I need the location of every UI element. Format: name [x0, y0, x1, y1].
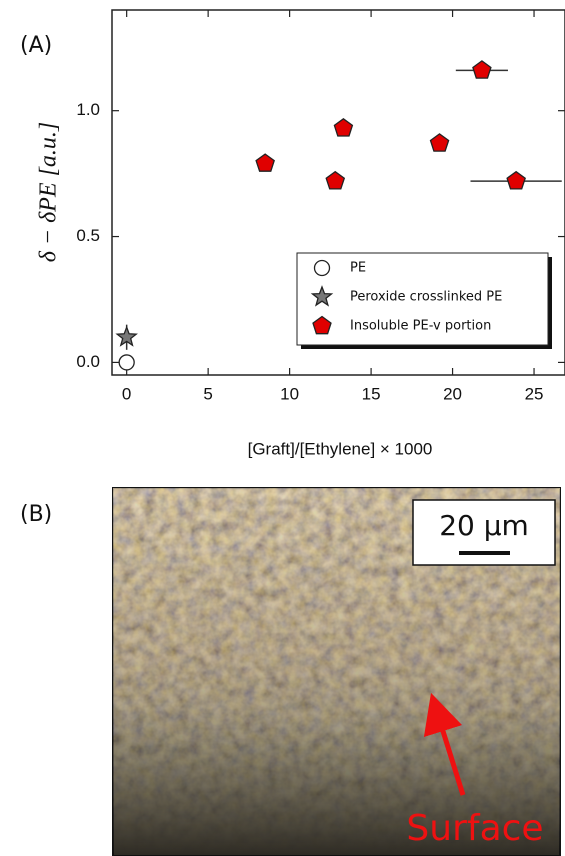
x-tick-label: 5	[203, 384, 212, 403]
y-tick-label: 0.5	[76, 226, 100, 245]
point	[118, 354, 135, 371]
point	[333, 117, 354, 137]
annotation: Surface	[406, 808, 543, 849]
point	[506, 170, 526, 190]
x-tick-label: 0	[122, 384, 131, 403]
point	[325, 170, 346, 190]
point	[312, 315, 332, 335]
point	[255, 153, 275, 172]
micrograph: 20 µm Surface	[112, 487, 561, 856]
y-tick-label: 0.0	[76, 352, 100, 371]
plot-frame	[111, 9, 565, 376]
y-tick-label: 1.0	[76, 100, 100, 119]
legend	[296, 252, 549, 346]
panel-label: (A)	[20, 33, 52, 58]
legend-label: Peroxide crosslinked PE	[350, 290, 502, 305]
point	[310, 285, 334, 307]
panel-label: (B)	[20, 502, 52, 527]
legend-label: PE	[350, 261, 366, 276]
x-tick-label: 20	[443, 384, 462, 403]
plot: 0 5 10 15 20 25 0.0 0.5 1.0 PE Peroxide crosslinke…	[76, 10, 565, 403]
x-axis-label: [Graft]/[Ethylene] × 1000	[248, 439, 433, 458]
y-axis-label: δ − δPE [a.u.]	[36, 122, 62, 263]
point	[472, 60, 492, 79]
x-tick-label: 25	[525, 384, 544, 403]
point	[313, 259, 331, 277]
arrow	[423, 692, 466, 796]
x-tick-label: 10	[280, 384, 299, 403]
scale-bar-label: 20 µm	[439, 509, 529, 542]
legend-label: Insoluble PE-v portion	[350, 319, 491, 334]
x-tick-label: 15	[362, 384, 381, 403]
point	[429, 133, 450, 152]
point	[115, 325, 138, 347]
